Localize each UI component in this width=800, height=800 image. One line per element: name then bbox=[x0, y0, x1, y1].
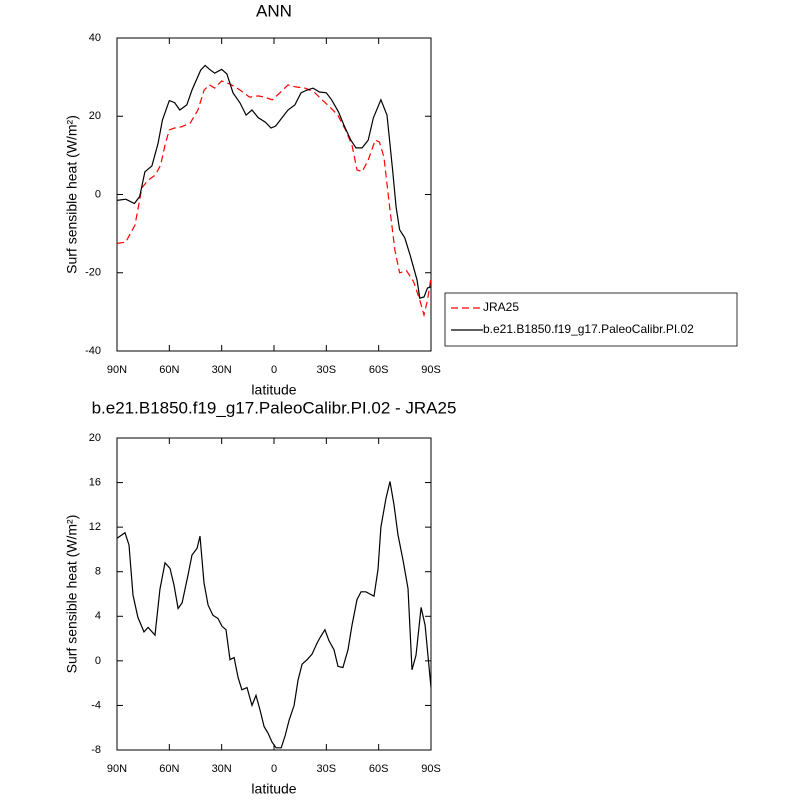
x-axis-label: latitude bbox=[251, 781, 296, 797]
y-axis-label: Surf sensible heat (W/m²) bbox=[64, 515, 80, 674]
y-axis-label: Surf sensible heat (W/m²) bbox=[64, 115, 80, 274]
x-tick-label: 60S bbox=[369, 364, 389, 376]
x-tick-label: 30S bbox=[317, 364, 337, 376]
chart-title: ANN bbox=[256, 1, 292, 20]
y-tick-label: -20 bbox=[85, 267, 101, 279]
x-tick-label: 30N bbox=[212, 364, 232, 376]
x-tick-label: 90S bbox=[421, 364, 441, 376]
x-tick-label: 30S bbox=[317, 763, 337, 775]
plot-frame bbox=[116, 37, 432, 352]
data-line bbox=[116, 64, 432, 299]
x-tick-label: 0 bbox=[271, 364, 277, 376]
legend-label: JRA25 bbox=[483, 300, 519, 314]
x-tick-label: 0 bbox=[271, 763, 277, 775]
x-axis-label: latitude bbox=[251, 382, 296, 398]
x-tick-label: 90S bbox=[421, 763, 441, 775]
x-tick-label: 30N bbox=[212, 763, 232, 775]
legend-box bbox=[444, 292, 738, 347]
y-tick-label: 0 bbox=[95, 655, 101, 667]
y-tick-label: -8 bbox=[91, 744, 101, 756]
y-tick-label: 20 bbox=[89, 432, 101, 444]
plot-frame bbox=[116, 437, 432, 751]
y-tick-label: 4 bbox=[95, 610, 101, 622]
x-tick-label: 60S bbox=[369, 763, 389, 775]
chart-title: b.e21.B1850.f19_g17.PaleoCalibr.PI.02 - … bbox=[92, 398, 457, 417]
x-tick-label: 60N bbox=[159, 763, 179, 775]
y-tick-label: 16 bbox=[89, 476, 101, 488]
y-tick-label: 0 bbox=[95, 188, 101, 200]
x-tick-label: 60N bbox=[159, 364, 179, 376]
data-line bbox=[116, 80, 432, 318]
y-tick-label: 40 bbox=[89, 32, 101, 44]
y-tick-label: -40 bbox=[85, 345, 101, 357]
x-tick-label: 90N bbox=[107, 364, 127, 376]
legend-label: b.e21.B1850.f19_g17.PaleoCalibr.PI.02 bbox=[483, 322, 694, 336]
y-tick-label: 8 bbox=[95, 566, 101, 578]
data-line bbox=[116, 481, 432, 749]
y-tick-label: 20 bbox=[89, 110, 101, 122]
x-tick-label: 90N bbox=[107, 763, 127, 775]
y-tick-label: -4 bbox=[91, 699, 101, 711]
y-tick-label: 12 bbox=[89, 521, 101, 533]
